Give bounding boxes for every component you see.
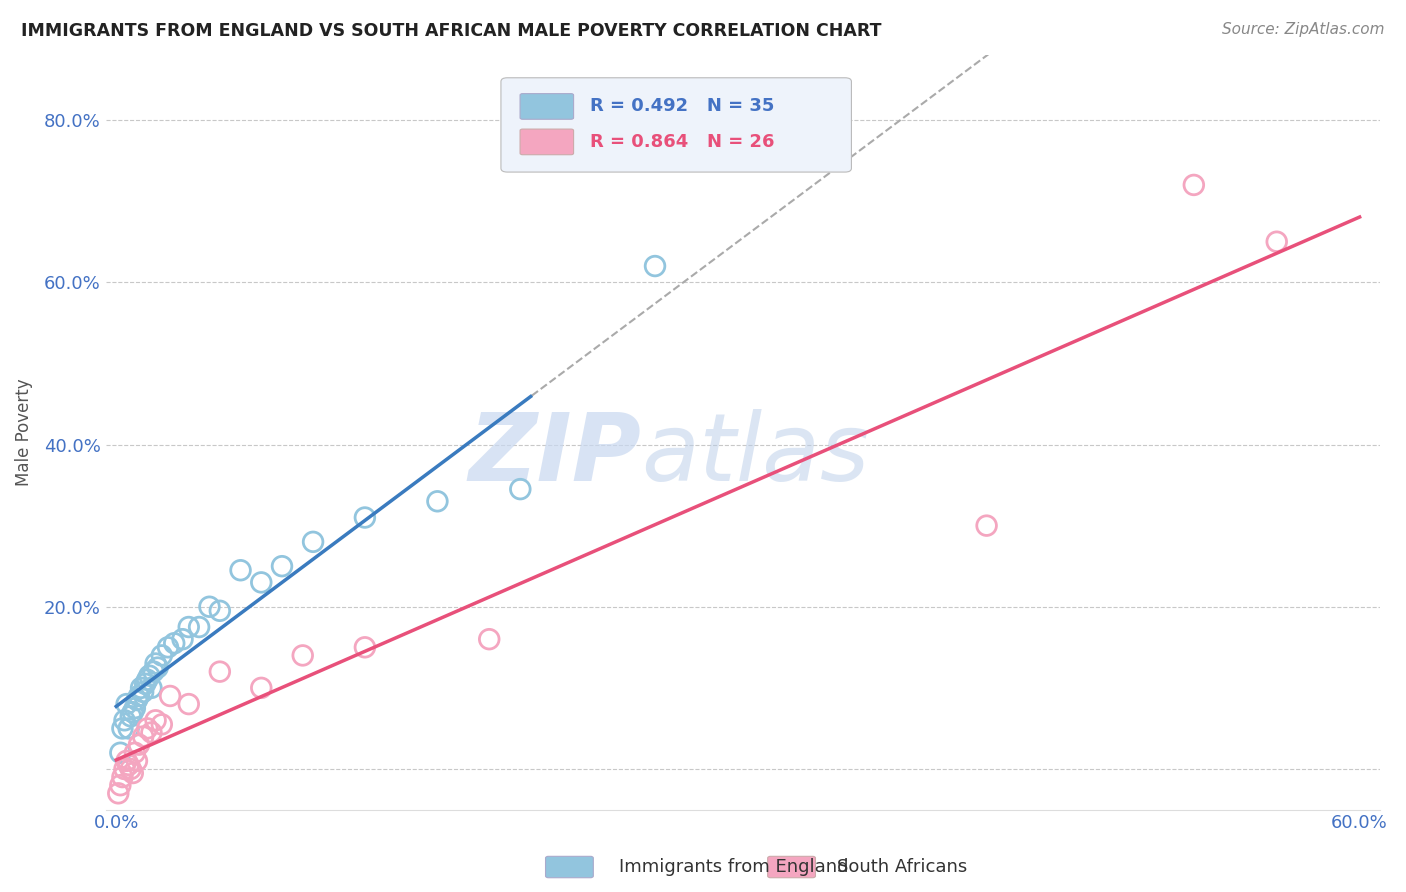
Point [1265, 235, 1288, 249]
Point [128, 738, 150, 752]
Point [138, 669, 160, 683]
Point [354, 640, 377, 655]
Point [145, 657, 167, 671]
Point [1182, 178, 1205, 192]
Point [250, 681, 273, 695]
Point [114, 714, 136, 728]
Point [478, 632, 501, 647]
Point [124, 701, 146, 715]
Point [208, 665, 231, 679]
Text: ZIP: ZIP [468, 409, 641, 501]
Point [128, 689, 150, 703]
FancyBboxPatch shape [520, 129, 574, 154]
Point [177, 697, 200, 711]
Point [146, 660, 169, 674]
Point [136, 673, 159, 687]
Point [117, 722, 139, 736]
Point [124, 746, 146, 760]
Point [291, 648, 314, 663]
Point [132, 730, 155, 744]
Point [229, 563, 252, 577]
Point [117, 758, 139, 772]
Point [120, 709, 142, 723]
Point [129, 681, 152, 695]
Y-axis label: Male Poverty: Male Poverty [15, 378, 32, 486]
Text: R = 0.864   N = 26: R = 0.864 N = 26 [591, 133, 775, 151]
Text: Source: ZipAtlas.com: Source: ZipAtlas.com [1222, 22, 1385, 37]
Text: IMMIGRANTS FROM ENGLAND VS SOUTH AFRICAN MALE POVERTY CORRELATION CHART: IMMIGRANTS FROM ENGLAND VS SOUTH AFRICAN… [21, 22, 882, 40]
Point [150, 717, 173, 731]
Point [198, 599, 221, 614]
Text: South Africans: South Africans [837, 858, 967, 876]
Point [134, 677, 156, 691]
Point [120, 762, 142, 776]
Point [121, 705, 143, 719]
Point [132, 685, 155, 699]
Point [426, 494, 449, 508]
Point [271, 559, 294, 574]
Text: Immigrants from England: Immigrants from England [619, 858, 848, 876]
Point [110, 778, 132, 792]
Point [509, 482, 531, 496]
Point [141, 681, 163, 695]
Point [121, 766, 143, 780]
Point [115, 697, 138, 711]
FancyBboxPatch shape [520, 94, 574, 120]
Point [157, 640, 180, 655]
Point [114, 762, 136, 776]
Point [644, 259, 666, 273]
Point [976, 518, 998, 533]
FancyBboxPatch shape [501, 78, 852, 172]
Point [107, 786, 129, 800]
Point [125, 754, 148, 768]
Point [125, 693, 148, 707]
Point [115, 754, 138, 768]
Point [172, 632, 194, 647]
Point [111, 770, 134, 784]
Point [302, 534, 325, 549]
Point [110, 746, 132, 760]
Point [150, 648, 173, 663]
Point [111, 722, 134, 736]
Point [208, 604, 231, 618]
Text: atlas: atlas [641, 409, 869, 500]
Point [141, 725, 163, 739]
Point [136, 722, 159, 736]
Text: R = 0.492   N = 35: R = 0.492 N = 35 [591, 96, 775, 115]
Point [142, 665, 165, 679]
Point [354, 510, 377, 524]
Point [250, 575, 273, 590]
Point [145, 714, 167, 728]
Point [177, 620, 200, 634]
Point [163, 636, 186, 650]
Point [159, 689, 181, 703]
Point [188, 620, 211, 634]
